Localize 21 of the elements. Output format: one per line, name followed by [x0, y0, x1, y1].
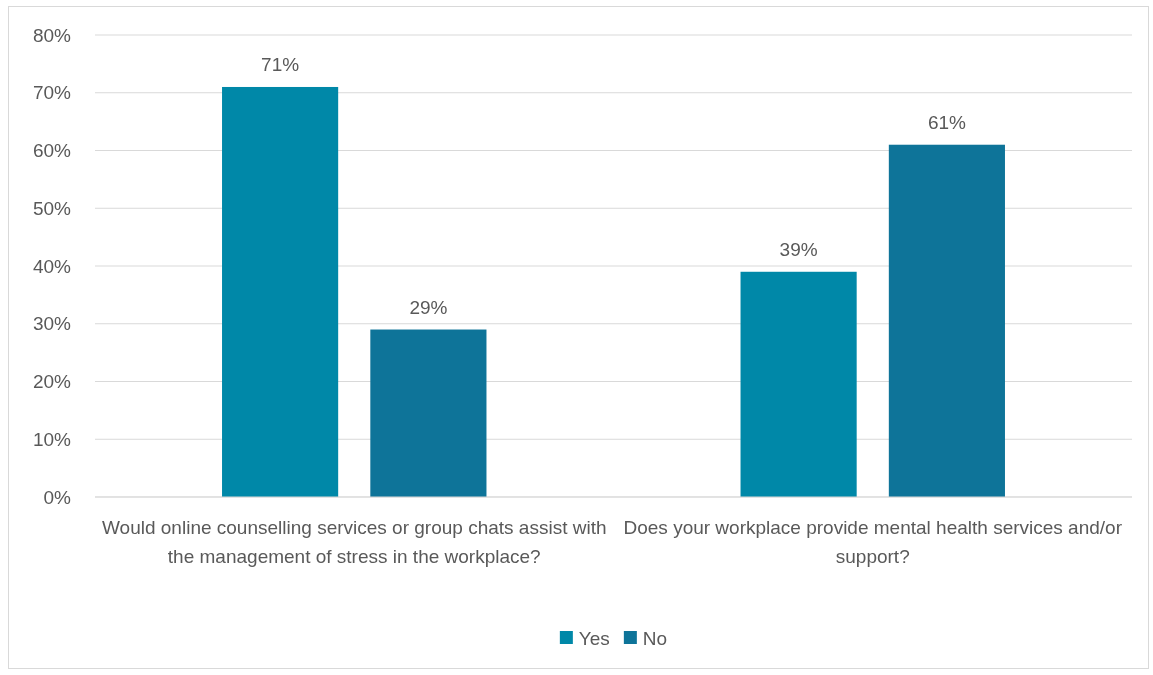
bar: [370, 329, 487, 497]
y-tick-label: 70%: [32, 82, 72, 104]
y-tick-label: 60%: [32, 140, 72, 162]
data-label: 39%: [779, 238, 818, 260]
x-tick-label: Does your workplace provide mental health services and/or support?: [623, 517, 1123, 567]
y-tick-label: 10%: [32, 428, 72, 450]
y-tick-label: 40%: [32, 255, 72, 277]
legend-label: Yes: [578, 628, 610, 649]
bar: [222, 86, 339, 497]
data-label: 71%: [261, 53, 300, 75]
y-tick-label: 0%: [43, 486, 72, 508]
bar: [888, 144, 1005, 497]
y-tick-label: 30%: [32, 313, 72, 335]
y-tick-label: 20%: [32, 371, 72, 393]
data-label: 61%: [927, 111, 967, 133]
y-tick-label: 50%: [32, 197, 72, 219]
bar: [740, 271, 857, 497]
x-tick-label: Would online counselling services or group chats assist with the management of stress in the workplace?: [102, 517, 607, 567]
data-label: 29%: [409, 296, 448, 318]
legend-label: No: [642, 628, 668, 649]
y-tick-label: 80%: [32, 24, 72, 46]
